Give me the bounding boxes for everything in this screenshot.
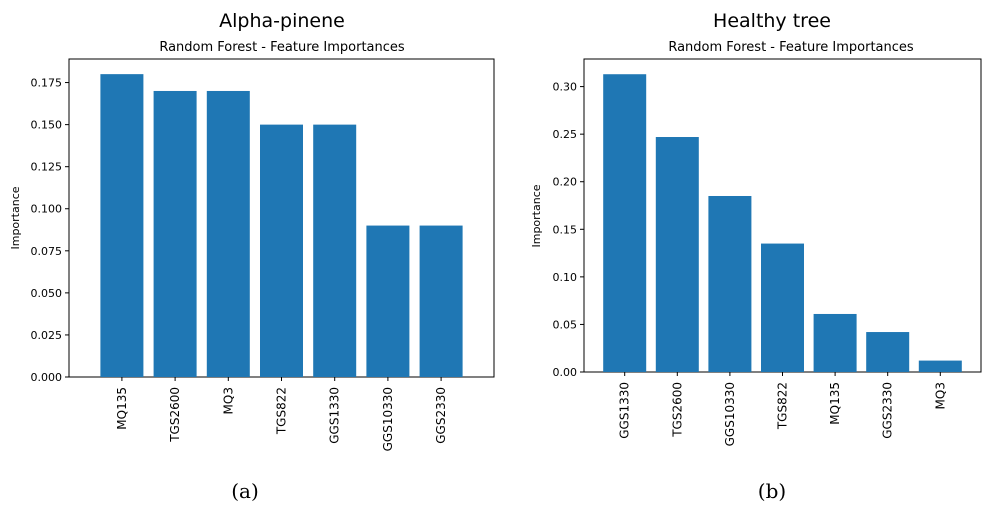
chart-b-bar-mq3 — [918, 360, 962, 372]
chart-a-x-tick-label: GGS1330 — [328, 387, 342, 444]
chart-b-bar-ggs2330 — [866, 332, 910, 372]
chart-a-y-tick-label: 0.075 — [31, 245, 63, 258]
chart-b-caption: (b) — [758, 479, 786, 503]
chart-a-y-tick-label: 0.000 — [31, 371, 63, 384]
chart-b-x-ticks: GGS1330 TGS2600 GGS10330 TGS822 MQ135 GGS2330… — [618, 372, 947, 446]
chart-b-x-tick-label: GGS10330 — [723, 382, 737, 446]
chart-b-bar-tgs822 — [761, 243, 804, 372]
chart-a-title: Alpha-pinene — [219, 10, 345, 32]
chart-b-x-tick-label: TGS822 — [776, 382, 790, 430]
chart-a-y-tick-label: 0.025 — [31, 329, 63, 342]
chart-a-ylabel: Importance — [9, 186, 22, 249]
chart-b-y-ticks: 0.00 0.05 0.10 0.15 0.20 0.25 0.30 — [553, 81, 584, 379]
chart-a-y-tick-label: 0.050 — [31, 287, 63, 300]
chart-a-y-tick-label: 0.125 — [31, 161, 63, 174]
chart-a-x-tick-label: MQ3 — [221, 387, 235, 414]
chart-b-title: Healthy tree — [713, 10, 831, 32]
chart-panel-a: Alpha-pinene Random Forest - Feature Imp… — [9, 10, 495, 503]
chart-b-y-tick-label: 0.30 — [553, 81, 578, 94]
chart-a-bar-mq3 — [206, 90, 250, 377]
chart-panel-b: Healthy tree Random Forest - Feature Imp… — [530, 10, 982, 503]
chart-b-bar-tgs2600 — [655, 137, 699, 372]
chart-b-bar-mq135 — [813, 313, 857, 372]
chart-b-x-tick-label: MQ3 — [933, 382, 947, 409]
chart-a-x-tick-label: TGS2600 — [168, 387, 182, 443]
chart-a-x-tick-label: MQ135 — [115, 387, 129, 430]
chart-b-y-tick-label: 0.20 — [553, 176, 578, 189]
chart-a-bar-tgs822 — [260, 124, 303, 377]
chart-a-y-tick-label: 0.100 — [31, 203, 63, 216]
chart-b-x-tick-label: GGS1330 — [618, 382, 632, 439]
chart-a-bar-ggs10330 — [366, 225, 410, 377]
chart-a-bar-tgs2600 — [153, 90, 197, 377]
chart-a-y-tick-label: 0.150 — [31, 119, 63, 132]
chart-b-y-tick-label: 0.05 — [553, 318, 578, 331]
chart-a-caption: (a) — [231, 479, 259, 503]
chart-b-y-tick-label: 0.15 — [553, 223, 578, 236]
chart-a-x-tick-label: GGS2330 — [434, 387, 448, 444]
chart-b-y-tick-label: 0.10 — [553, 271, 578, 284]
chart-b-bars — [603, 74, 962, 372]
chart-a-y-ticks: 0.000 0.025 0.050 0.075 0.100 0.125 0.150 0.175 — [31, 77, 69, 384]
chart-b-x-tick-label: TGS2600 — [670, 382, 684, 438]
chart-a-x-tick-label: GGS10330 — [381, 387, 395, 451]
chart-a-bars — [100, 74, 463, 378]
chart-b-bar-ggs10330 — [708, 195, 752, 372]
chart-b-subtitle: Random Forest - Feature Importances — [668, 40, 914, 55]
chart-b-y-tick-label: 0.00 — [553, 366, 578, 379]
chart-a-x-ticks: MQ135 TGS2600 MQ3 TGS822 GGS1330 GGS10330 GGS2… — [115, 377, 448, 451]
chart-a-y-tick-label: 0.175 — [31, 77, 63, 90]
chart-b-x-tick-label: MQ135 — [828, 382, 842, 425]
chart-b-x-tick-label: GGS2330 — [881, 382, 895, 439]
chart-b-y-tick-label: 0.25 — [553, 128, 578, 141]
chart-b-ylabel: Importance — [530, 184, 543, 247]
chart-a-bar-mq135 — [100, 74, 144, 378]
chart-a-bar-ggs2330 — [419, 225, 463, 377]
chart-a-x-tick-label: TGS822 — [275, 387, 289, 435]
chart-b-bar-ggs1330 — [603, 74, 647, 372]
chart-a-subtitle: Random Forest - Feature Importances — [159, 40, 405, 55]
chart-a-bar-ggs1330 — [313, 124, 357, 377]
